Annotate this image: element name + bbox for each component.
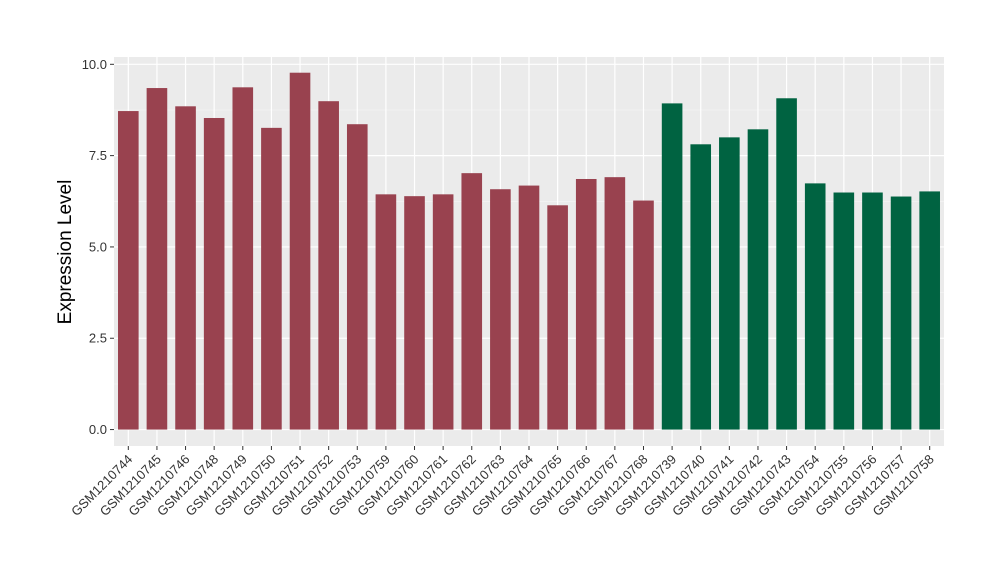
bar-GSM1210745 xyxy=(146,88,168,430)
bar-GSM1210751 xyxy=(289,72,311,430)
y-axis-ticks: 0.0 2.5 5.0 7.5 10.0 xyxy=(82,57,114,437)
bar-GSM1210759 xyxy=(375,194,397,430)
bar-GSM1210767 xyxy=(604,177,626,430)
bar-GSM1210765 xyxy=(547,205,568,430)
y-tick-label: 5.0 xyxy=(89,239,107,254)
bar-GSM1210739 xyxy=(661,103,683,430)
bar-GSM1210743 xyxy=(776,98,797,430)
bars xyxy=(118,72,940,430)
x-axis-ticks: GSM1210744GSM1210745GSM1210746GSM1210748… xyxy=(68,446,937,519)
bar-GSM1210761 xyxy=(432,194,454,430)
bar-GSM1210760 xyxy=(404,196,425,430)
bar-GSM1210750 xyxy=(261,127,282,430)
bar-GSM1210749 xyxy=(232,87,254,430)
bar-GSM1210764 xyxy=(518,185,540,430)
y-tick-label: 10.0 xyxy=(82,57,107,72)
bar-GSM1210757 xyxy=(890,196,912,430)
bar-GSM1210766 xyxy=(575,178,597,430)
y-tick-label: 0.0 xyxy=(89,422,107,437)
bar-GSM1210768 xyxy=(633,200,654,430)
bar-GSM1210763 xyxy=(490,189,511,430)
y-tick-label: 7.5 xyxy=(89,148,107,163)
bar-GSM1210740 xyxy=(690,144,712,430)
bar-GSM1210742 xyxy=(747,129,769,430)
bar-GSM1210756 xyxy=(862,192,883,430)
bar-GSM1210746 xyxy=(175,106,196,430)
bar-GSM1210762 xyxy=(461,173,483,430)
bar-GSM1210741 xyxy=(719,137,740,430)
y-tick-label: 2.5 xyxy=(89,331,107,346)
bar-GSM1210758 xyxy=(919,191,940,430)
bar-GSM1210752 xyxy=(318,101,339,430)
bar-GSM1210753 xyxy=(346,124,368,430)
y-axis-title: Expression Level xyxy=(55,180,76,325)
bar-GSM1210748 xyxy=(203,117,225,430)
bar-GSM1210754 xyxy=(804,183,826,430)
bar-GSM1210744 xyxy=(118,111,139,430)
bar-GSM1210755 xyxy=(833,192,855,430)
